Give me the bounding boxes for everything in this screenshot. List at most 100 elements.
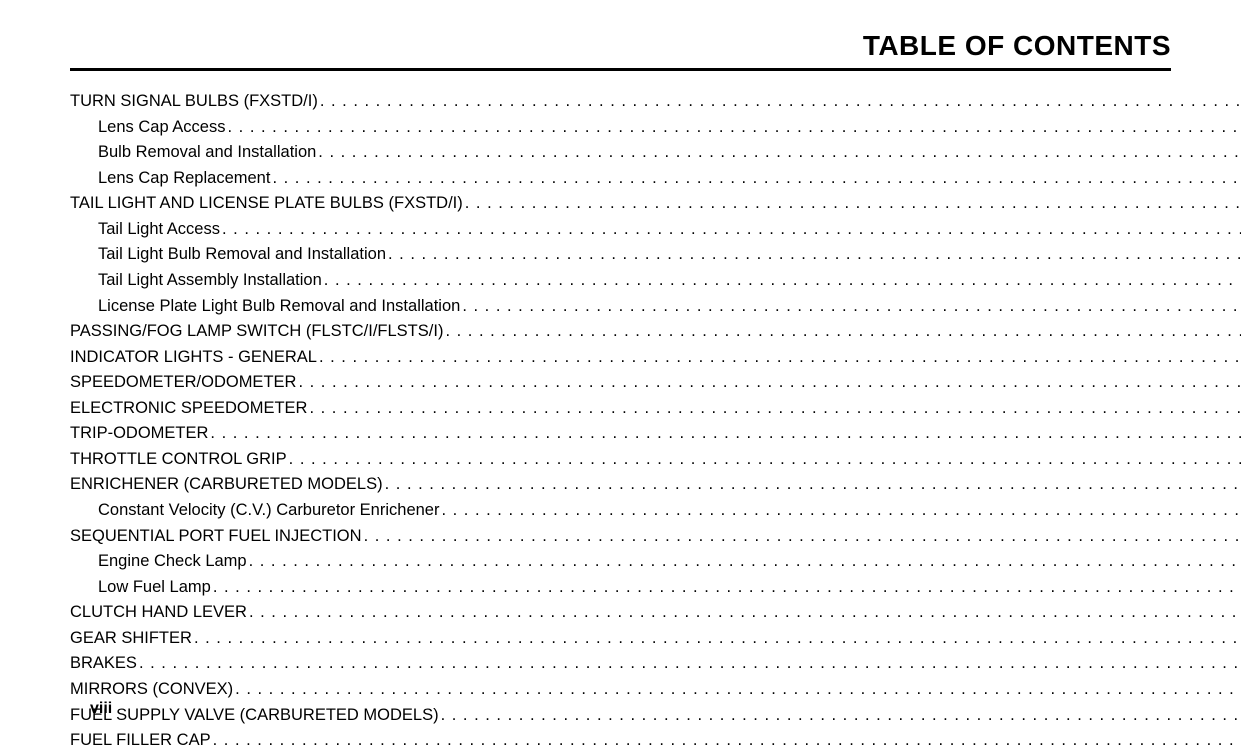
toc-leader-dots [439,703,1241,729]
toc-entry-label: THROTTLE CONTROL GRIP [70,447,287,473]
toc-entry-label-wrap: Tail Light Access [70,217,1241,243]
toc-entry: ELECTRONIC SPEEDOMETER59 [70,396,1241,422]
toc-leader-dots [362,524,1241,550]
toc-entry-label-wrap: Tail Light Bulb Removal and Installation [70,242,1241,268]
toc-entry-label: Bulb Removal and Installation [98,140,316,166]
toc-entry-label: Tail Light Access [98,217,220,243]
toc-entry-label: ENRICHENER (CARBURETED MODELS) [70,472,383,498]
toc-entry: CLUTCH HAND LEVER64 [70,600,1241,626]
toc-leader-dots [233,677,1241,703]
toc-entry: THROTTLE CONTROL GRIP61 [70,447,1241,473]
page-title: TABLE OF CONTENTS [863,30,1171,61]
page-number: viii [90,700,112,718]
toc-entry: Tail Light Bulb Removal and Installation… [70,242,1241,268]
toc-leader-dots [247,549,1241,575]
toc-entry-label-wrap: GEAR SHIFTER [70,626,1241,652]
toc-entry-label-wrap: FUEL SUPPLY VALVE (CARBURETED MODELS) [70,703,1241,729]
toc-entry-label: MIRRORS (CONVEX) [70,677,233,703]
toc-entry-label-wrap: ENRICHENER (CARBURETED MODELS) [70,472,1241,498]
toc-entry: INDICATOR LIGHTS - GENERAL57 [70,345,1241,371]
toc-entry: SPEEDOMETER/ODOMETER59 [70,370,1241,396]
toc-entry: SEQUENTIAL PORT FUEL INJECTION63 [70,524,1241,550]
toc-columns: TURN SIGNAL BULBS (FXSTD/I)52Lens Cap Ac… [70,89,1171,754]
toc-entry: TAIL LIGHT AND LICENSE PLATE BULBS (FXST… [70,191,1241,217]
horizontal-rule [70,68,1171,71]
toc-entry: TRIP-ODOMETER59 [70,421,1241,447]
toc-leader-dots [318,89,1241,115]
toc-entry-label: TAIL LIGHT AND LICENSE PLATE BULBS (FXST… [70,191,463,217]
toc-entry-label-wrap: Constant Velocity (C.V.) Carburetor Enri… [70,498,1241,524]
toc-entry-label: Constant Velocity (C.V.) Carburetor Enri… [98,498,439,524]
toc-leader-dots [443,319,1241,345]
toc-entry-label: GEAR SHIFTER [70,626,192,652]
toc-entry-label: Tail Light Assembly Installation [98,268,322,294]
toc-entry-label: TURN SIGNAL BULBS (FXSTD/I) [70,89,318,115]
toc-entry: License Plate Light Bulb Removal and Ins… [70,294,1241,320]
toc-entry-label-wrap: License Plate Light Bulb Removal and Ins… [70,294,1241,320]
toc-entry-label-wrap: BRAKES [70,651,1241,677]
toc-entry-label-wrap: TAIL LIGHT AND LICENSE PLATE BULBS (FXST… [70,191,1241,217]
toc-entry-label: PASSING/FOG LAMP SWITCH (FLSTC/I/FLSTS/I… [70,319,443,345]
toc-entry: Bulb Removal and Installation52 [70,140,1241,166]
toc-entry: Tail Light Assembly Installation54 [70,268,1241,294]
toc-entry: GEAR SHIFTER64 [70,626,1241,652]
toc-entry-label: Lens Cap Replacement [98,166,270,192]
toc-entry: MIRRORS (CONVEX)67 [70,677,1241,703]
toc-leader-dots [307,396,1241,422]
toc-entry: Tail Light Access53 [70,217,1241,243]
toc-entry-label: CLUTCH HAND LEVER [70,600,247,626]
toc-leader-dots [220,217,1241,243]
toc-entry-label-wrap: PASSING/FOG LAMP SWITCH (FLSTC/I/FLSTS/I… [70,319,1241,345]
toc-entry: Constant Velocity (C.V.) Carburetor Enri… [70,498,1241,524]
toc-entry-label-wrap: SPEEDOMETER/ODOMETER [70,370,1241,396]
toc-entry: FUEL SUPPLY VALVE (CARBURETED MODELS)68 [70,703,1241,729]
toc-leader-dots [322,268,1241,294]
toc-leader-dots [192,626,1241,652]
toc-entry-label-wrap: SEQUENTIAL PORT FUEL INJECTION [70,524,1241,550]
toc-leader-dots [383,472,1241,498]
toc-entry-label-wrap: Tail Light Assembly Installation [70,268,1241,294]
toc-leader-dots [439,498,1241,524]
toc-entry: TURN SIGNAL BULBS (FXSTD/I)52 [70,89,1241,115]
toc-entry-label-wrap: Engine Check Lamp [70,549,1241,575]
toc-entry: BRAKES67 [70,651,1241,677]
toc-leader-dots [211,575,1241,601]
toc-entry-label: License Plate Light Bulb Removal and Ins… [98,294,460,320]
toc-entry-label-wrap: Bulb Removal and Installation [70,140,1241,166]
toc-leader-dots [137,651,1241,677]
toc-entry: Engine Check Lamp63 [70,549,1241,575]
toc-entry-label: TRIP-ODOMETER [70,421,208,447]
toc-leader-dots [226,115,1241,141]
toc-entry: ENRICHENER (CARBURETED MODELS)62 [70,472,1241,498]
toc-entry-label-wrap: INDICATOR LIGHTS - GENERAL [70,345,1241,371]
title-wrap: TABLE OF CONTENTS [70,30,1171,62]
toc-entry-label: FUEL SUPPLY VALVE (CARBURETED MODELS) [70,703,439,729]
toc-leader-dots [208,421,1241,447]
toc-entry-label: INDICATOR LIGHTS - GENERAL [70,345,317,371]
toc-entry: Lens Cap Access52 [70,115,1241,141]
toc-column-left: TURN SIGNAL BULBS (FXSTD/I)52Lens Cap Ac… [70,89,1241,754]
toc-entry: Low Fuel Lamp63 [70,575,1241,601]
toc-leader-dots [463,191,1241,217]
toc-entry-label-wrap: Low Fuel Lamp [70,575,1241,601]
toc-leader-dots [460,294,1241,320]
toc-entry-label: Engine Check Lamp [98,549,247,575]
toc-entry-label-wrap: TRIP-ODOMETER [70,421,1241,447]
toc-entry-label-wrap: Lens Cap Replacement [70,166,1241,192]
toc-entry: Lens Cap Replacement52 [70,166,1241,192]
toc-entry-label-wrap: ELECTRONIC SPEEDOMETER [70,396,1241,422]
toc-entry-label: SEQUENTIAL PORT FUEL INJECTION [70,524,362,550]
toc-entry-label-wrap: THROTTLE CONTROL GRIP [70,447,1241,473]
toc-entry-label-wrap: MIRRORS (CONVEX) [70,677,1241,703]
toc-entry: PASSING/FOG LAMP SWITCH (FLSTC/I/FLSTS/I… [70,319,1241,345]
toc-leader-dots [316,140,1241,166]
toc-entry-label-wrap: Lens Cap Access [70,115,1241,141]
toc-leader-dots [247,600,1241,626]
toc-entry-label: Lens Cap Access [98,115,226,141]
toc-entry-label-wrap: TURN SIGNAL BULBS (FXSTD/I) [70,89,1241,115]
toc-entry-label-wrap: CLUTCH HAND LEVER [70,600,1241,626]
toc-entry-label: BRAKES [70,651,137,677]
toc-entry-label: SPEEDOMETER/ODOMETER [70,370,296,396]
page: TABLE OF CONTENTS TURN SIGNAL BULBS (FXS… [0,0,1241,750]
toc-entry-label: Low Fuel Lamp [98,575,211,601]
